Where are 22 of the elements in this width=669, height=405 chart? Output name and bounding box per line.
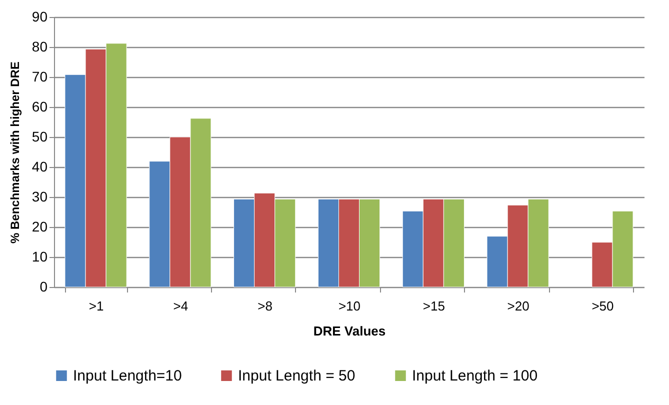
x-tick-label: >4 — [173, 298, 188, 314]
x-tick-label: >50 — [592, 298, 614, 314]
y-tick-label: 80 — [32, 38, 48, 54]
y-tick-label: 20 — [32, 218, 48, 234]
y-tick-label: 90 — [32, 8, 48, 24]
y-tick-label: 30 — [32, 188, 48, 204]
y-tick-label: 60 — [32, 98, 48, 114]
legend-label: Input Length = 50 — [238, 368, 356, 385]
x-tick-label: >10 — [338, 298, 361, 314]
y-tick-label: 0 — [40, 278, 48, 294]
y-axis-title: % Benchmarks with higher DRE — [8, 61, 22, 244]
y-tick-label: 50 — [32, 128, 48, 144]
y-tick-label: 10 — [32, 248, 48, 264]
x-tick-label: >20 — [507, 298, 530, 314]
x-tick-label: >1 — [88, 298, 104, 314]
x-axis-title: DRE Values — [313, 324, 386, 338]
x-tick-label: >15 — [422, 298, 445, 314]
legend-label: Input Length=10 — [73, 368, 182, 385]
legend-label: Input Length = 100 — [412, 368, 538, 385]
y-tick-label: 70 — [32, 68, 48, 84]
x-tick-label: >8 — [258, 298, 273, 314]
y-tick-label: 40 — [32, 158, 48, 174]
